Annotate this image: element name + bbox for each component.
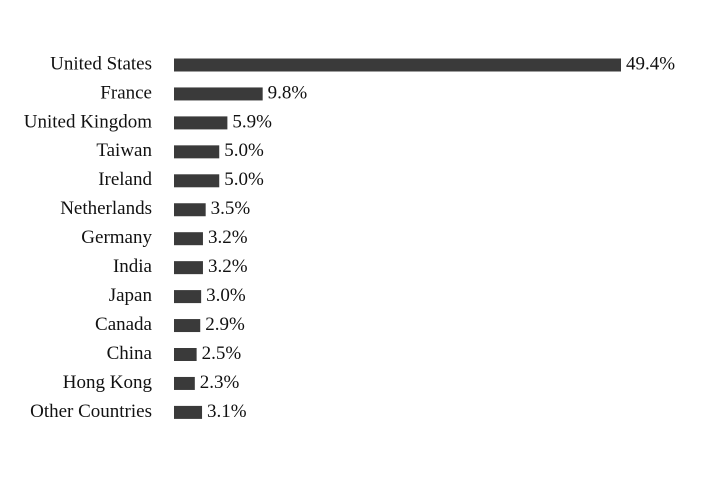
- value-label: 3.1%: [207, 401, 247, 422]
- category-label: United Kingdom: [24, 111, 152, 132]
- value-label: 5.9%: [232, 111, 272, 132]
- category-label: United States: [50, 53, 152, 74]
- bar: [174, 116, 228, 130]
- value-label: 5.0%: [224, 140, 264, 161]
- bar: [174, 319, 201, 333]
- category-label: France: [100, 82, 152, 103]
- value-label: 3.2%: [208, 227, 248, 248]
- bar: [174, 376, 195, 390]
- bar: [174, 290, 202, 304]
- value-label: 2.9%: [205, 314, 245, 335]
- category-label: India: [113, 256, 153, 277]
- bar: [174, 58, 621, 72]
- category-label: Netherlands: [60, 198, 152, 219]
- category-label: Hong Kong: [63, 372, 153, 393]
- value-label: 2.5%: [202, 343, 242, 364]
- value-label: 3.2%: [208, 256, 248, 277]
- value-label: 3.0%: [206, 285, 246, 306]
- bar: [174, 232, 203, 246]
- bar: [174, 87, 263, 101]
- value-label: 2.3%: [200, 372, 240, 393]
- bar: [174, 348, 197, 361]
- category-label: Germany: [81, 227, 152, 248]
- bar: [174, 261, 203, 275]
- bar: [174, 174, 220, 188]
- bar: [174, 145, 220, 159]
- category-label: Canada: [95, 314, 153, 335]
- value-label: 3.5%: [211, 198, 251, 219]
- category-label: Ireland: [98, 169, 152, 190]
- value-label: 9.8%: [268, 82, 308, 103]
- value-label: 5.0%: [224, 169, 264, 190]
- category-label: Japan: [109, 285, 153, 306]
- category-label: China: [107, 343, 153, 364]
- bar: [174, 405, 203, 419]
- bar: [174, 203, 206, 217]
- category-label: Other Countries: [30, 401, 152, 422]
- category-label: Taiwan: [96, 140, 152, 161]
- value-label: 49.4%: [626, 53, 675, 74]
